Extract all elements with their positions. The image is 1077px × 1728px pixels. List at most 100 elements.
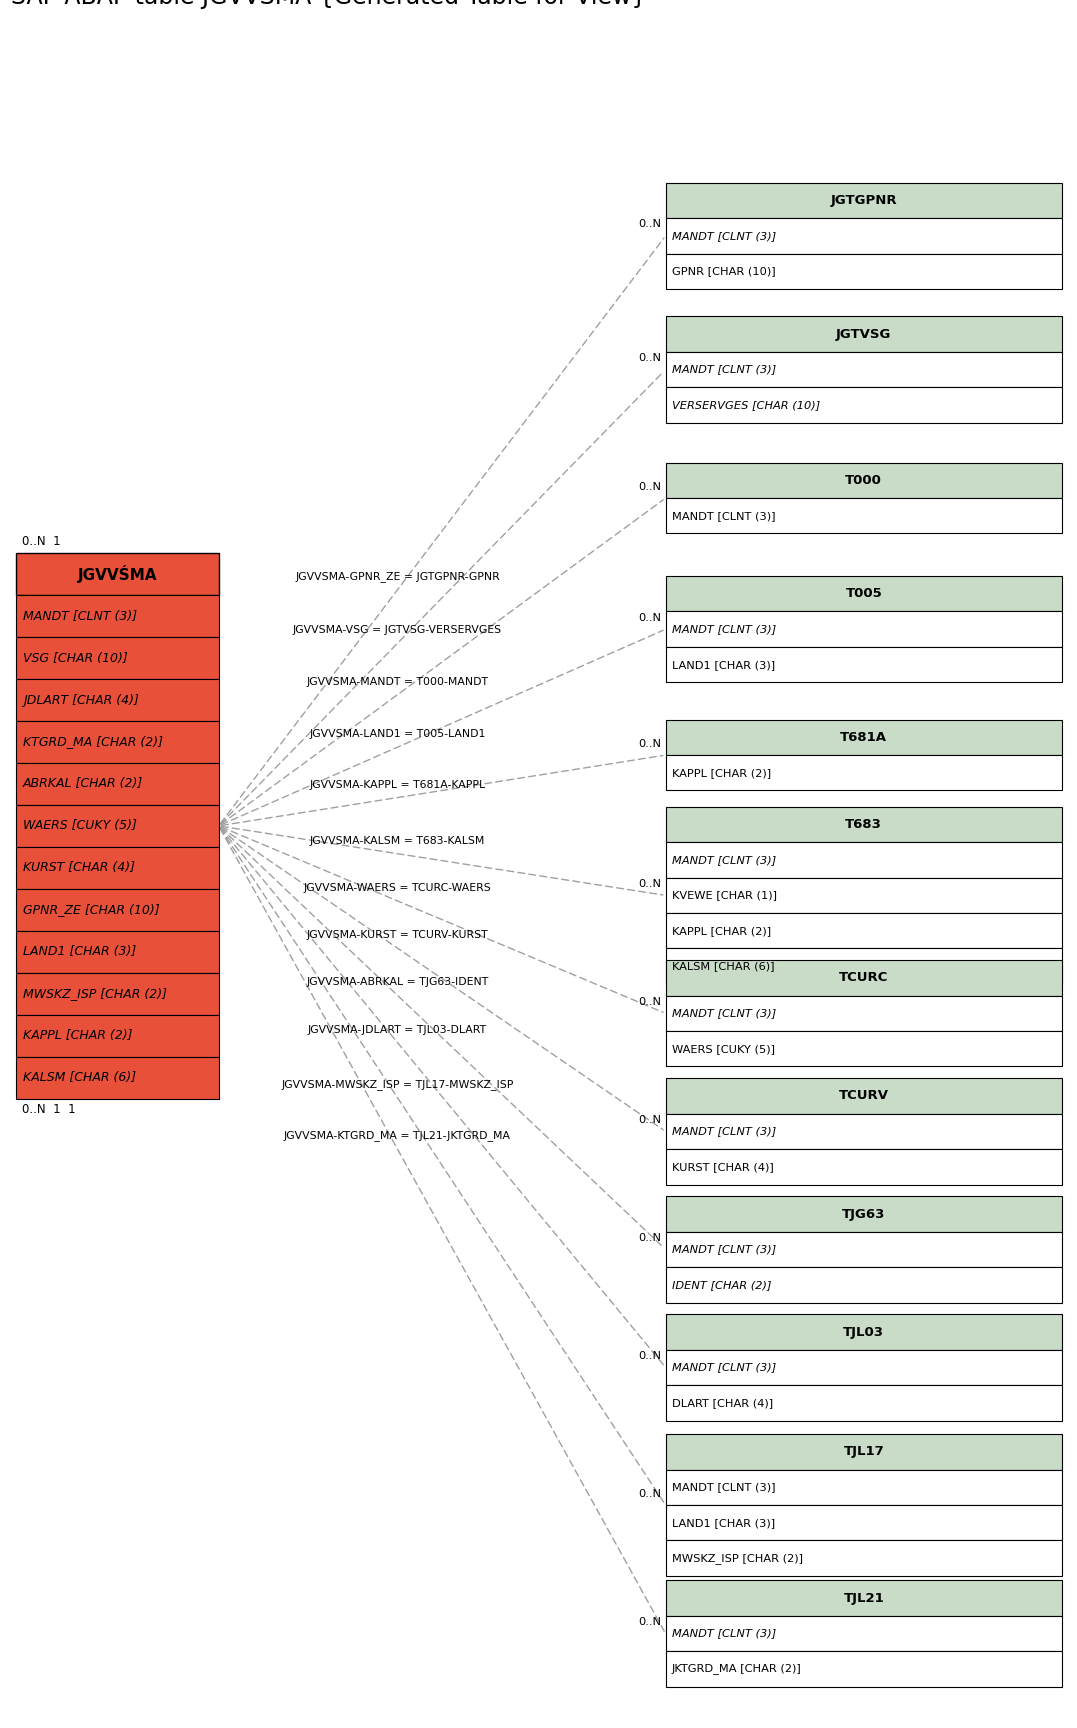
FancyBboxPatch shape [666,842,1062,878]
FancyBboxPatch shape [666,1350,1062,1386]
Text: JGVVSMA-JDLART = TJL03-DLART: JGVVSMA-JDLART = TJL03-DLART [308,1025,487,1035]
FancyBboxPatch shape [666,807,1062,842]
Text: 0..N: 0..N [639,1115,661,1125]
Text: T683: T683 [845,817,882,831]
Text: GPNR_ZE [CHAR (10)]: GPNR_ZE [CHAR (10)] [23,904,159,916]
FancyBboxPatch shape [666,387,1062,423]
Text: LAND1 [CHAR (3)]: LAND1 [CHAR (3)] [23,945,136,959]
FancyBboxPatch shape [666,995,1062,1032]
FancyBboxPatch shape [666,1113,1062,1149]
FancyBboxPatch shape [666,498,1062,534]
Text: 0..N: 0..N [639,1232,661,1242]
Text: T005: T005 [845,588,882,600]
Text: MWSKZ_ISP [CHAR (2)]: MWSKZ_ISP [CHAR (2)] [23,987,167,1001]
Text: LAND1 [CHAR (3)]: LAND1 [CHAR (3)] [672,660,775,670]
Text: TJG63: TJG63 [842,1208,885,1220]
FancyBboxPatch shape [666,1652,1062,1687]
FancyBboxPatch shape [666,1196,1062,1232]
Text: JGTGPNR: JGTGPNR [830,194,897,207]
Text: 0..N  1  1: 0..N 1 1 [22,1102,75,1116]
Text: TJL17: TJL17 [843,1446,884,1458]
Text: JDLART [CHAR (4)]: JDLART [CHAR (4)] [23,693,139,707]
Text: JKTGRD_MA [CHAR (2)]: JKTGRD_MA [CHAR (2)] [672,1664,801,1674]
FancyBboxPatch shape [16,553,219,594]
FancyBboxPatch shape [666,1386,1062,1420]
FancyBboxPatch shape [666,646,1062,683]
FancyBboxPatch shape [666,961,1062,995]
Text: LAND1 [CHAR (3)]: LAND1 [CHAR (3)] [672,1517,775,1528]
Text: IDENT [CHAR (2)]: IDENT [CHAR (2)] [672,1280,771,1289]
FancyBboxPatch shape [666,316,1062,353]
FancyBboxPatch shape [16,847,219,888]
FancyBboxPatch shape [666,1471,1062,1505]
FancyBboxPatch shape [666,183,1062,218]
Text: SAP ABAP table JGVVSMA {Generated Table for View}: SAP ABAP table JGVVSMA {Generated Table … [11,0,646,9]
Text: 0..N: 0..N [639,1351,661,1362]
Text: 0..N  1: 0..N 1 [22,536,60,548]
Text: JGVVSMA-MANDT = T000-MANDT: JGVVSMA-MANDT = T000-MANDT [307,677,488,688]
FancyBboxPatch shape [16,1014,219,1056]
FancyBboxPatch shape [16,805,219,847]
Text: MANDT [CLNT (3)]: MANDT [CLNT (3)] [672,624,777,634]
Text: MANDT [CLNT (3)]: MANDT [CLNT (3)] [672,1483,775,1493]
Text: JGVVSMA-KAPPL = T681A-KAPPL: JGVVSMA-KAPPL = T681A-KAPPL [309,779,486,790]
Text: MANDT [CLNT (3)]: MANDT [CLNT (3)] [672,511,775,520]
Text: JGVVSMA-VSG = JGTVSG-VERSERVGES: JGVVSMA-VSG = JGTVSG-VERSERVGES [293,626,502,636]
FancyBboxPatch shape [666,218,1062,254]
Text: KTGRD_MA [CHAR (2)]: KTGRD_MA [CHAR (2)] [23,736,163,748]
Text: TJL03: TJL03 [843,1325,884,1339]
FancyBboxPatch shape [666,612,1062,646]
FancyBboxPatch shape [666,755,1062,790]
Text: MANDT [CLNT (3)]: MANDT [CLNT (3)] [672,1628,777,1638]
FancyBboxPatch shape [666,463,1062,498]
FancyBboxPatch shape [16,679,219,721]
Text: TJL21: TJL21 [843,1591,884,1605]
Text: MANDT [CLNT (3)]: MANDT [CLNT (3)] [672,1244,777,1255]
FancyBboxPatch shape [666,1267,1062,1303]
FancyBboxPatch shape [666,1581,1062,1616]
Text: 0..N: 0..N [639,482,661,491]
FancyBboxPatch shape [16,931,219,973]
Text: 0..N: 0..N [639,997,661,1007]
FancyBboxPatch shape [666,719,1062,755]
Text: KAPPL [CHAR (2)]: KAPPL [CHAR (2)] [23,1030,132,1042]
Text: JGVVSMA-GPNR_ZE = JGTGPNR-GPNR: JGVVSMA-GPNR_ZE = JGTGPNR-GPNR [295,570,500,582]
FancyBboxPatch shape [16,1056,219,1099]
Text: JGVVSMA-ABRKAL = TJG63-IDENT: JGVVSMA-ABRKAL = TJG63-IDENT [306,978,489,987]
Text: KAPPL [CHAR (2)]: KAPPL [CHAR (2)] [672,926,771,937]
FancyBboxPatch shape [16,594,219,638]
Text: 0..N: 0..N [639,613,661,622]
Text: MANDT [CLNT (3)]: MANDT [CLNT (3)] [23,610,137,622]
Text: 0..N: 0..N [639,738,661,748]
Text: MANDT [CLNT (3)]: MANDT [CLNT (3)] [672,365,777,375]
Text: 0..N: 0..N [639,1617,661,1628]
Text: JGVVŚMA: JGVVŚMA [78,565,157,582]
FancyBboxPatch shape [666,1616,1062,1652]
Text: KALSM [CHAR (6)]: KALSM [CHAR (6)] [23,1071,136,1083]
Text: KVEWE [CHAR (1)]: KVEWE [CHAR (1)] [672,890,777,900]
Text: 0..N: 0..N [639,880,661,888]
Text: JGVVSMA-LAND1 = T005-LAND1: JGVVSMA-LAND1 = T005-LAND1 [309,729,486,740]
FancyBboxPatch shape [666,1434,1062,1471]
Text: MWSKZ_ISP [CHAR (2)]: MWSKZ_ISP [CHAR (2)] [672,1553,803,1564]
FancyBboxPatch shape [16,638,219,679]
FancyBboxPatch shape [666,1315,1062,1350]
FancyBboxPatch shape [16,764,219,805]
Text: VERSERVGES [CHAR (10)]: VERSERVGES [CHAR (10)] [672,399,821,410]
FancyBboxPatch shape [666,1078,1062,1113]
FancyBboxPatch shape [666,912,1062,949]
Text: MANDT [CLNT (3)]: MANDT [CLNT (3)] [672,1127,777,1137]
Text: MANDT [CLNT (3)]: MANDT [CLNT (3)] [672,855,777,866]
Text: WAERS [CUKY (5)]: WAERS [CUKY (5)] [672,1044,775,1054]
Text: 0..N: 0..N [639,353,661,363]
FancyBboxPatch shape [666,1232,1062,1267]
Text: VSG [CHAR (10)]: VSG [CHAR (10)] [23,651,127,665]
Text: JGVVSMA-KALSM = T683-KALSM: JGVVSMA-KALSM = T683-KALSM [310,836,485,845]
Text: 0..N: 0..N [639,219,661,230]
Text: T000: T000 [845,473,882,487]
Text: JGVVSMA-KTGRD_MA = TJL21-JKTGRD_MA: JGVVSMA-KTGRD_MA = TJL21-JKTGRD_MA [284,1130,510,1140]
Text: DLART [CHAR (4)]: DLART [CHAR (4)] [672,1398,773,1408]
FancyBboxPatch shape [666,1505,1062,1540]
FancyBboxPatch shape [666,575,1062,612]
FancyBboxPatch shape [16,973,219,1014]
